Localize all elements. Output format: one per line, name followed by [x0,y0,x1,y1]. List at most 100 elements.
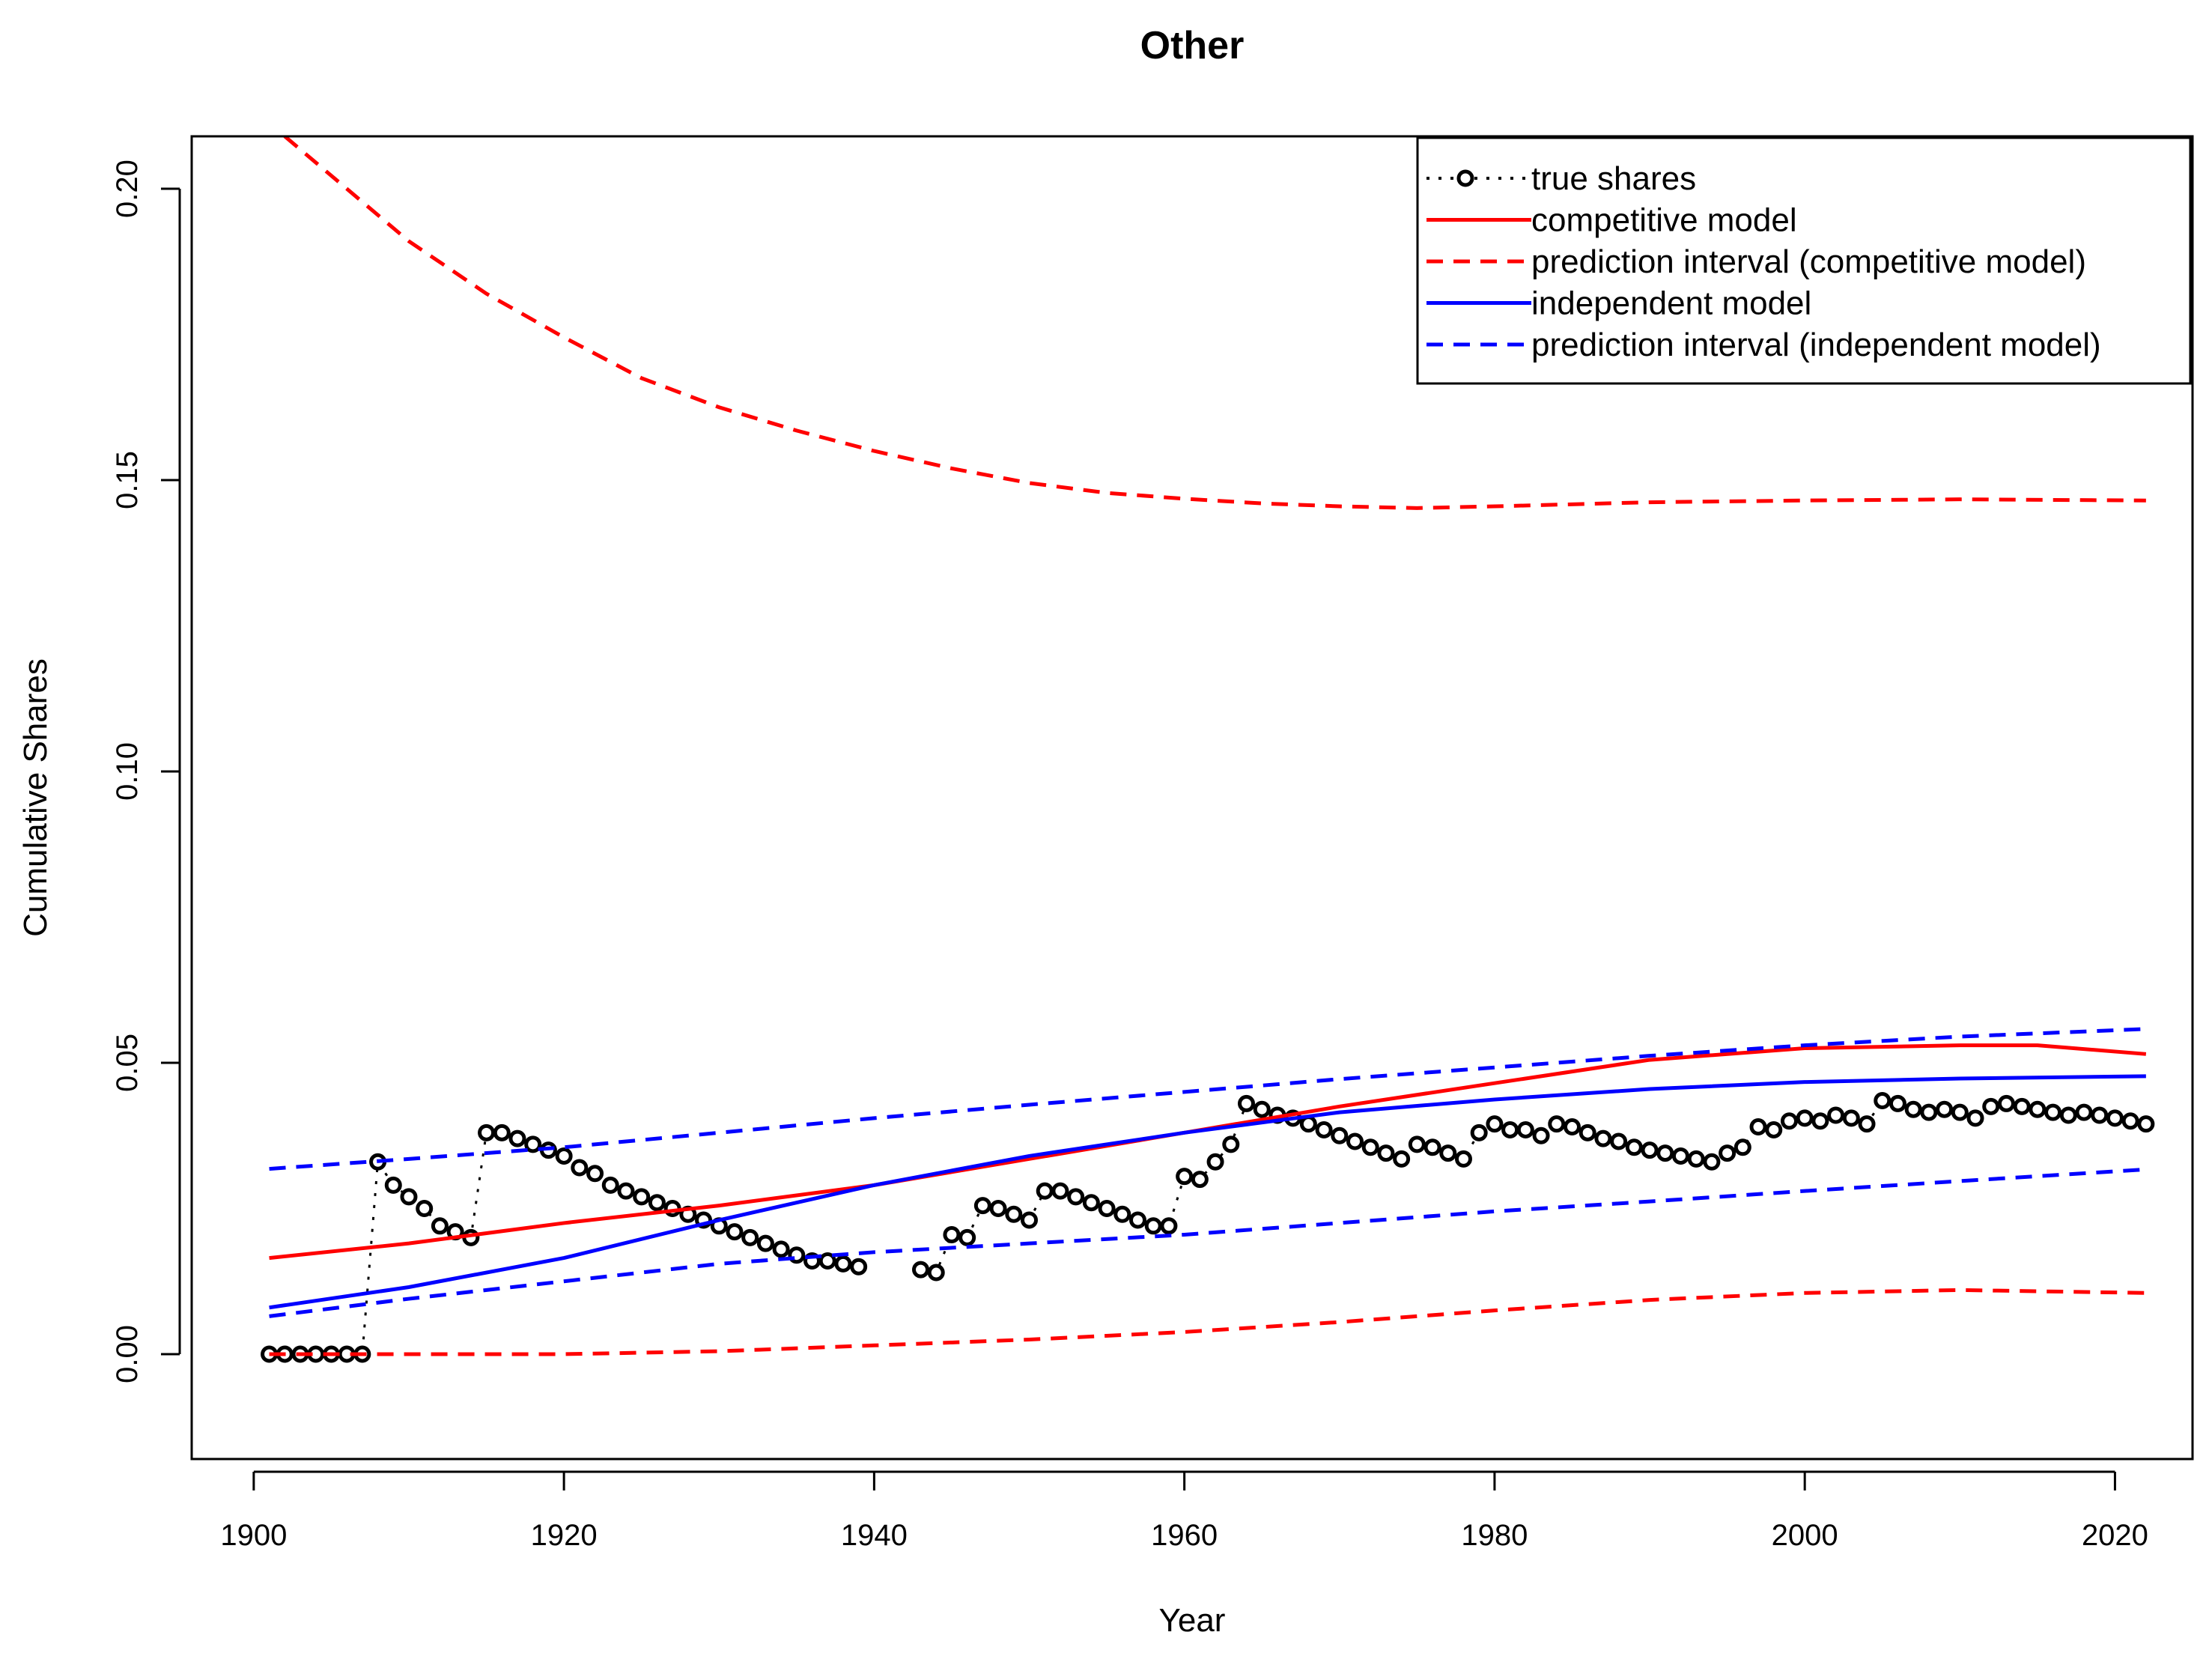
series-prediction-interval-competitive-model-upper [283,136,2146,510]
data-point [741,1228,759,1246]
data-point [384,1176,402,1194]
x-tick-label: 2000 [1772,1519,1838,1552]
data-point [1780,1112,1798,1130]
data-point [1516,1120,1534,1138]
data-point [1610,1132,1628,1150]
data-point [850,1258,868,1276]
data-point [1982,1097,2000,1115]
data-point [555,1147,573,1165]
data-point [1671,1147,1689,1165]
data-point [1563,1118,1581,1136]
data-point [586,1165,604,1183]
data-point [2044,1103,2062,1121]
legend: true shares competitive model prediction i… [1416,136,2192,385]
data-point [1361,1138,1379,1156]
data-point [1331,1126,1349,1144]
data-point [1393,1150,1411,1168]
data-point [1160,1217,1178,1235]
series-true-shares-connector [269,1131,859,1356]
data-point [1842,1109,1860,1127]
y-tick-label: 0.15 [111,451,144,509]
data-point [1796,1109,1814,1127]
data-point [2137,1115,2155,1133]
data-point [478,1123,496,1141]
legend-label-prediction-interval-competitive-model-: prediction interval (competitive model) [1531,243,2086,280]
data-point [1548,1115,1566,1133]
data-point [1687,1150,1705,1168]
data-point [416,1199,434,1217]
x-tick-label: 1960 [1151,1519,1218,1552]
data-point [943,1225,961,1243]
y-tick-label: 0.10 [111,742,144,801]
data-point [1439,1144,1457,1162]
data-point [1811,1112,1829,1130]
legend-marker-true-shares [1456,169,1474,187]
data-point [1579,1123,1596,1141]
data-point [1051,1182,1069,1200]
data-point [1641,1141,1659,1159]
data-point [1719,1144,1737,1162]
data-point [1176,1168,1194,1186]
legend-box [1416,136,2192,385]
data-point [508,1129,526,1147]
data-point [2013,1097,2031,1115]
y-tick-label: 0.00 [111,1325,144,1383]
data-point [2059,1106,2077,1124]
data-point [400,1188,418,1206]
data-point [1005,1205,1023,1223]
data-point [2121,1112,2139,1130]
plot-area [261,136,2155,1363]
data-point [1082,1194,1100,1212]
data-point [958,1228,976,1246]
data-point [1036,1182,1054,1200]
data-point [633,1188,651,1206]
data-point [1951,1103,1969,1121]
data-point [1098,1199,1116,1217]
data-point [431,1217,449,1235]
data-point [1346,1132,1364,1150]
data-point [1827,1106,1845,1124]
data-point [1765,1120,1783,1138]
axes: 1900 1920 1940 1960 1980 2000 2020 0.00 0.05 0.10… [111,160,2148,1552]
data-point [1206,1153,1224,1171]
data-point [1113,1205,1131,1223]
data-point [493,1123,511,1141]
data-point [1594,1129,1612,1147]
series-prediction-interval-independent-model-upper [269,1027,2146,1171]
x-tick-label: 1940 [841,1519,908,1552]
data-point [1021,1211,1039,1229]
chart-title: Other [1140,24,1245,67]
data-point [1067,1188,1085,1206]
data-point [1656,1144,1674,1162]
data-point [1874,1092,1892,1110]
data-point [1486,1115,1504,1133]
data-point [2075,1103,2093,1121]
data-point [772,1240,790,1258]
data-point [989,1199,1007,1217]
data-point [1625,1138,1643,1156]
data-point [1889,1094,1906,1112]
data-point [571,1159,589,1177]
data-point [756,1234,774,1252]
data-point [1501,1120,1519,1138]
data-point [1423,1138,1441,1156]
data-point [1315,1120,1333,1138]
data-point [1253,1100,1271,1118]
x-tick-label: 1900 [220,1519,287,1552]
data-point [1129,1211,1147,1229]
data-point [1997,1094,2015,1112]
data-point [1191,1171,1209,1189]
data-point [601,1176,619,1194]
data-point [1377,1144,1395,1162]
data-point [617,1182,635,1200]
x-tick-label: 1920 [531,1519,598,1552]
x-axis-label: Year [1159,1602,1226,1639]
series-prediction-interval-competitive-model-lower [269,1288,2146,1356]
data-point [1936,1100,1954,1118]
legend-label-true-shares: true shares [1531,160,1696,197]
data-point [1237,1094,1255,1112]
data-point [1144,1217,1162,1235]
data-point [912,1261,930,1279]
data-point [834,1255,852,1273]
